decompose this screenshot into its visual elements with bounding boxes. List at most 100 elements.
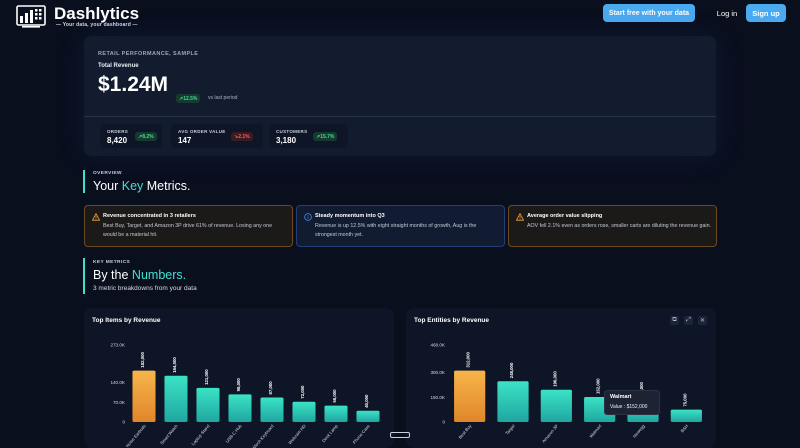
x-tick-label: Desk Lamp [321,423,339,443]
bar-value-label: 312,000 [466,352,471,368]
x-tick-label: Noise Earbuds [125,423,147,448]
insight-text: Revenue is up 12.5% with eight straight … [315,223,477,238]
insight-card: Average order value slipping AOV fell 2.… [508,205,717,247]
y-tick-label: 70.0K [113,400,126,405]
bar-chart-entities: 0 150.0K 300.0K 468.0K 312,000 Best Buy 248,00… [430,343,702,444]
stat-card-aov: AVG ORDER VALUE 147 ↘2.1% [171,124,263,148]
bar [324,405,348,422]
revenue-change-badge: ↗12.5% [176,94,201,103]
start-free-button[interactable]: Start free with your data [603,4,695,22]
x-tick-label: Amazon 3P [541,423,559,443]
numbers-title: By the Numbers. [93,268,186,282]
insight-card: Steady momentum into Q3 Revenue is up 12… [296,205,505,247]
bar [196,387,220,422]
x-tick-label: Best Buy [458,423,473,440]
top-nav: Dashlytics — Your data, your dashboard —… [0,0,800,30]
insight-text: AOV fell 2.1% even as orders rose, small… [527,223,712,229]
bar [356,410,380,422]
total-revenue-value: $1.24M [98,73,169,96]
bar [670,409,702,422]
logo-icon[interactable] [16,4,48,30]
bar [228,394,252,422]
bar-value-label: 58,000 [332,389,337,403]
copy-icon[interactable]: ⧉ [670,316,679,325]
summary-label: RETAIL PERFORMANCE, SAMPLE [98,51,199,57]
close-icon[interactable]: ✕ [698,316,707,325]
overview-kicker: OVERVIEW [93,171,122,176]
chart-title: Top Entities by Revenue [414,317,490,324]
bar-value-label: 72,000 [300,385,305,399]
x-tick-label: Mech Keyboard [252,423,276,448]
y-tick-label: 150.0K [430,395,445,400]
bar [292,401,316,422]
insight-title: Revenue concentrated in 3 retailers [103,213,196,219]
insight-title: Average order value slipping [527,213,603,219]
bar-value-label: 98,000 [236,378,241,392]
chart-panel-items: Top Items by Revenue 0 70.0K 140.0K 273.0K 1… [84,308,394,448]
overview-title: Your Key Metrics. [93,179,191,193]
signup-button[interactable]: Sign up [746,4,786,22]
stat-label: AVG ORDER VALUE [178,129,226,134]
x-tick-label: Phone Case [352,423,371,445]
bar-value-label: 130,000 [639,381,644,397]
section-accent-bar [83,258,85,294]
brand-tagline: — Your data, your dashboard — [56,22,138,28]
y-tick-label: 468.0K [430,343,445,348]
bar [454,370,486,422]
stat-card-customers: CUSTOMERS 3,180 ↗15.7% [269,124,348,148]
stat-label: ORDERS [107,129,129,134]
tooltip-value: Value : $152,000 [610,404,648,410]
title-prefix: Your [93,179,122,193]
bar [540,389,572,422]
warning-icon [516,213,524,221]
y-tick-label: 0 [122,420,125,425]
stat-change-badge: ↗15.7% [313,132,338,141]
bar-value-label: 196,000 [552,371,557,387]
bar [260,397,284,422]
brand-name[interactable]: Dashlytics [54,4,140,23]
chart-title: Top Items by Revenue [92,317,161,324]
insight-card: Revenue concentrated in 3 retailers Best… [84,205,293,247]
stat-value: 3,180 [276,136,297,145]
title-highlight: Key [121,179,144,193]
y-tick-label: 0 [442,420,445,425]
bar-value-label: 182,000 [140,352,145,368]
section-accent-bar [83,170,85,193]
chart-panel-entities: Top Entities by Revenue ⧉ ⤢ ✕ 0 150.0K 300… [406,308,716,448]
stat-value: 8,420 [107,136,128,145]
bar-value-label: 248,000 [509,362,514,378]
bar [132,370,156,422]
stat-change-badge: ↗8.2% [135,132,157,141]
insight-title: Steady momentum into Q3 [315,213,385,219]
bar [164,375,188,422]
x-tick-label: Webcam HD [287,423,306,445]
revenue-summary-card: RETAIL PERFORMANCE, SAMPLE Total Revenue… [84,36,716,156]
title-prefix: By the [93,268,132,282]
stat-card-orders: ORDERS 8,420 ↗8.2% [100,124,162,148]
bar-value-label: 75,000 [682,393,687,407]
total-revenue-label: Total Revenue [98,63,139,69]
bar [497,381,529,422]
x-tick-label: Smart Watch [159,423,179,446]
expand-icon[interactable]: ⤢ [684,316,693,325]
x-tick-label: B&H [680,423,690,433]
y-tick-label: 140.0K [110,380,125,385]
numbers-kicker: KEY METRICS [93,260,131,265]
bar-value-label: 152,000 [596,378,601,394]
scroll-indicator[interactable] [390,432,410,438]
x-tick-label: USB-C Hub [225,423,244,444]
x-tick-label: Target [504,423,516,436]
title-suffix: Metrics. [143,179,191,193]
stat-label: CUSTOMERS [276,129,308,134]
login-link[interactable]: Log in [716,8,738,18]
numbers-subtitle: 3 metric breakdowns from your data [93,285,197,292]
x-tick-label: Walmart [588,423,603,439]
y-tick-label: 273.0K [110,343,125,348]
chart-tooltip: Walmart Value : $152,000 [604,390,660,415]
x-tick-label: Newegg [632,423,646,439]
info-icon [304,213,312,221]
bar-chart-items: 0 70.0K 140.0K 273.0K 182,000 Noise Earbuds 16… [110,343,380,448]
stat-change-badge: ↘2.1% [231,132,253,141]
bar-value-label: 87,000 [268,381,273,395]
title-highlight: Numbers. [131,268,187,282]
